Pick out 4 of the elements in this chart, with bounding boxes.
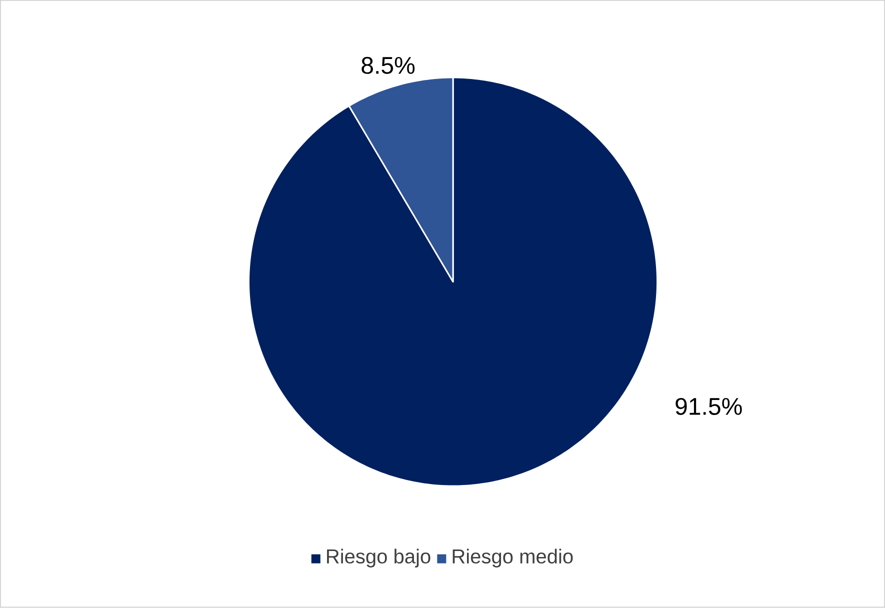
data-label: 8.5% xyxy=(362,57,415,74)
data-label: 91.5% xyxy=(676,398,742,416)
legend-label: Riesgo bajo xyxy=(327,548,430,568)
legend-label: Riesgo medio xyxy=(452,548,573,568)
